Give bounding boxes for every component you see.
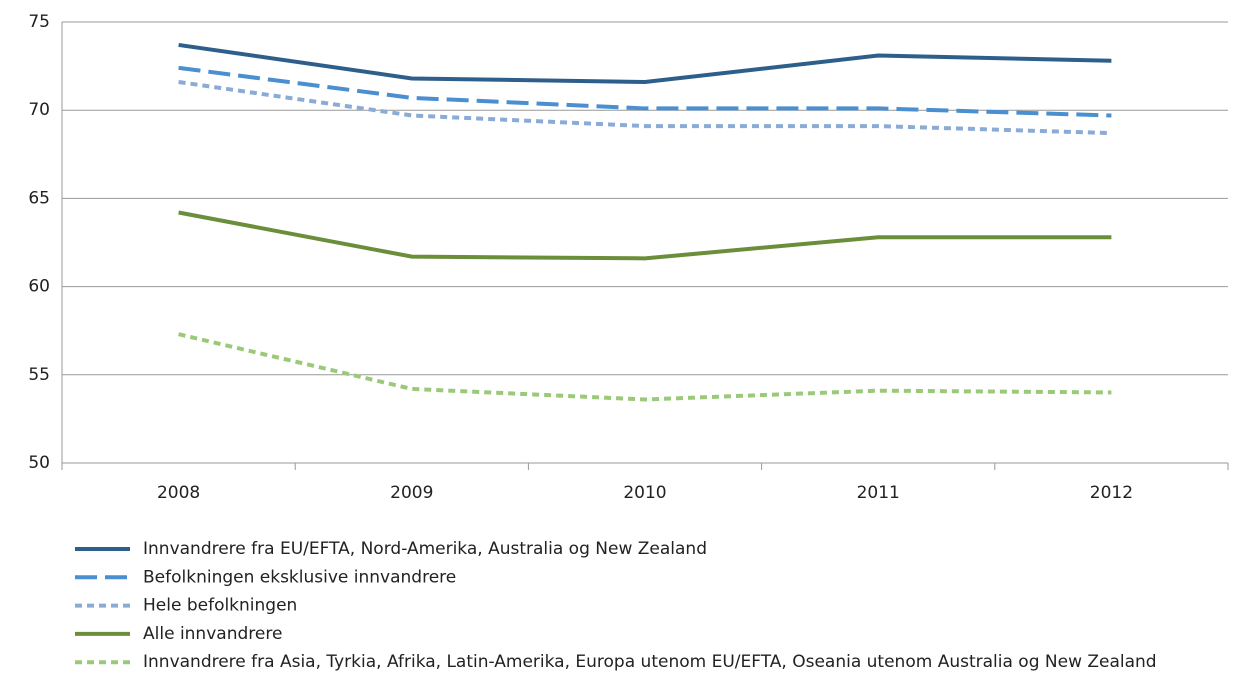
legend-label: Alle innvandrere bbox=[143, 624, 282, 644]
series-line bbox=[178, 65, 1112, 118]
x-tick-label: 2010 bbox=[623, 483, 666, 503]
series-line bbox=[178, 210, 1112, 261]
x-tick-label: 2011 bbox=[857, 483, 900, 503]
series-line bbox=[178, 79, 1112, 136]
x-tick-label: 2008 bbox=[157, 483, 200, 503]
series-line bbox=[178, 42, 1112, 84]
y-tick-label: 60 bbox=[28, 277, 50, 297]
legend-label: Innvandrere fra Asia, Tyrkia, Afrika, La… bbox=[143, 652, 1157, 672]
y-tick-label: 55 bbox=[28, 365, 50, 385]
x-tick-label: 2012 bbox=[1090, 483, 1133, 503]
legend-label: Hele befolkningen bbox=[143, 596, 297, 616]
y-tick-label: 50 bbox=[28, 453, 50, 473]
legend-label: Befolkningen eksklusive innvandrere bbox=[143, 567, 456, 587]
y-tick-label: 70 bbox=[28, 100, 50, 120]
legend-label: Innvandrere fra EU/EFTA, Nord-Amerika, A… bbox=[143, 539, 707, 559]
x-tick-label: 2009 bbox=[390, 483, 433, 503]
series-line bbox=[178, 332, 1112, 402]
y-tick-label: 75 bbox=[28, 12, 50, 32]
y-tick-label: 65 bbox=[28, 188, 50, 208]
